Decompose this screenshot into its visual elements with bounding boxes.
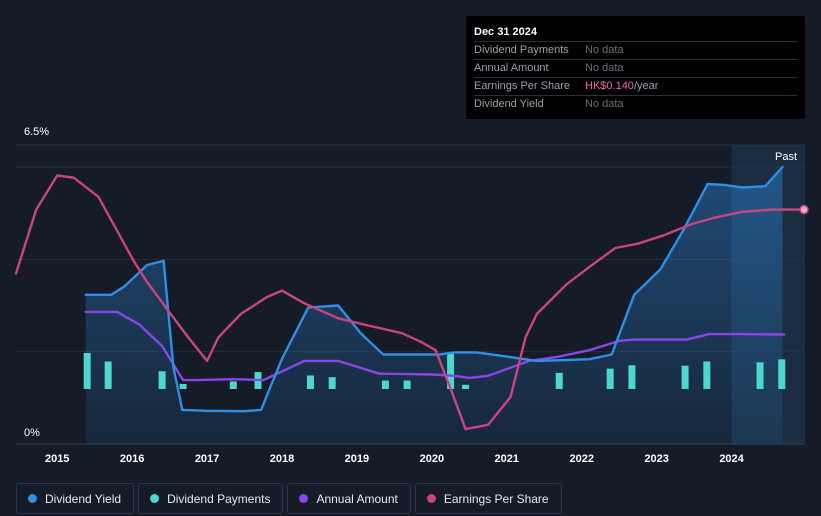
dividend-payment-bar xyxy=(555,372,563,389)
past-label: Past xyxy=(775,151,797,163)
dividend-history-chart: Past 6.5% 0% 2015 2016 2017 2018 2019 2020 2021 20… xyxy=(14,126,809,465)
dividend-payment-bar xyxy=(328,377,336,389)
dividend-payment-bar xyxy=(403,380,411,389)
x-tick-label: 2024 xyxy=(719,453,744,465)
dividend-payment-bar xyxy=(447,353,455,389)
eps-end-marker xyxy=(799,204,809,215)
x-tick-label: 2023 xyxy=(644,453,668,465)
legend-label: Earnings Per Share xyxy=(443,491,549,506)
dividend-yield-area xyxy=(85,167,783,444)
legend-dividend-yield[interactable]: Dividend Yield xyxy=(16,483,135,514)
hover-tooltip: Dec 31 2024 Dividend Payments No data An… xyxy=(466,16,805,119)
tooltip-label: Dividend Payments xyxy=(474,44,569,56)
dividend-payment-bar xyxy=(158,371,166,389)
eps-unit: /year xyxy=(633,80,659,92)
legend-dot-icon xyxy=(299,494,309,503)
dividend-payment-bar xyxy=(306,375,314,389)
tooltip-row-earnings-per-share: Earnings Per Share HK$0.140/year xyxy=(474,77,797,95)
tooltip-value: HK$0.140/year xyxy=(585,78,658,95)
x-tick-label: 2020 xyxy=(420,453,444,465)
dividend-payment-bar xyxy=(83,353,91,389)
dividend-payment-bar xyxy=(681,365,689,389)
tooltip-value: No data xyxy=(585,62,624,74)
dividend-payment-bar xyxy=(104,361,112,389)
x-tick-label: 2018 xyxy=(270,453,294,465)
dividend-payment-bar xyxy=(462,384,470,389)
x-tick-label: 2017 xyxy=(195,453,219,465)
earnings-per-share-line xyxy=(14,174,807,431)
dividend-yield-line xyxy=(84,165,784,413)
x-tick-label: 2019 xyxy=(345,453,369,465)
tooltip-date: Dec 31 2024 xyxy=(474,26,537,38)
legend-label: Dividend Yield xyxy=(45,491,122,506)
tooltip-value: No data xyxy=(585,98,624,110)
dividend-payment-bar xyxy=(628,365,636,389)
tooltip-value: No data xyxy=(585,44,624,56)
tooltip-row-dividend-payments: Dividend Payments No data xyxy=(474,41,797,59)
x-tick-label: 2022 xyxy=(569,453,593,465)
dividend-payment-bar xyxy=(703,361,711,389)
dividend-payment-bar xyxy=(381,380,389,389)
legend-label: Dividend Payments xyxy=(167,491,271,506)
legend-dot-icon xyxy=(426,494,436,503)
chart-legend: Dividend Yield Dividend Payments Annual … xyxy=(16,483,566,514)
dividend-payment-bar xyxy=(606,368,614,389)
dividend-payment-bar xyxy=(179,383,187,389)
tooltip-label: Dividend Yield xyxy=(474,98,544,110)
y-axis-top-label: 6.5% xyxy=(24,126,49,138)
tooltip-label: Annual Amount xyxy=(474,62,549,74)
legend-dividend-payments[interactable]: Dividend Payments xyxy=(138,483,284,514)
legend-annual-amount[interactable]: Annual Amount xyxy=(287,483,411,514)
eps-value: HK$0.140 xyxy=(585,80,634,92)
legend-dot-icon xyxy=(150,494,160,503)
legend-dot-icon xyxy=(28,494,37,503)
tooltip-label: Earnings Per Share xyxy=(474,80,570,92)
annual-amount-line xyxy=(84,310,786,382)
legend-label: Annual Amount xyxy=(316,491,398,506)
x-tick-label: 2015 xyxy=(45,453,69,465)
dividend-payment-bar xyxy=(756,362,764,389)
x-tick-label: 2021 xyxy=(495,453,519,465)
legend-earnings-per-share[interactable]: Earnings Per Share xyxy=(414,483,562,514)
dividend-payment-bar xyxy=(778,359,786,389)
tooltip-row-annual-amount: Annual Amount No data xyxy=(474,59,797,77)
dividend-payment-bar xyxy=(229,381,237,389)
x-tick-label: 2016 xyxy=(120,453,144,465)
y-axis-bottom-label: 0% xyxy=(24,427,40,439)
tooltip-row-dividend-yield: Dividend Yield No data xyxy=(474,95,797,113)
